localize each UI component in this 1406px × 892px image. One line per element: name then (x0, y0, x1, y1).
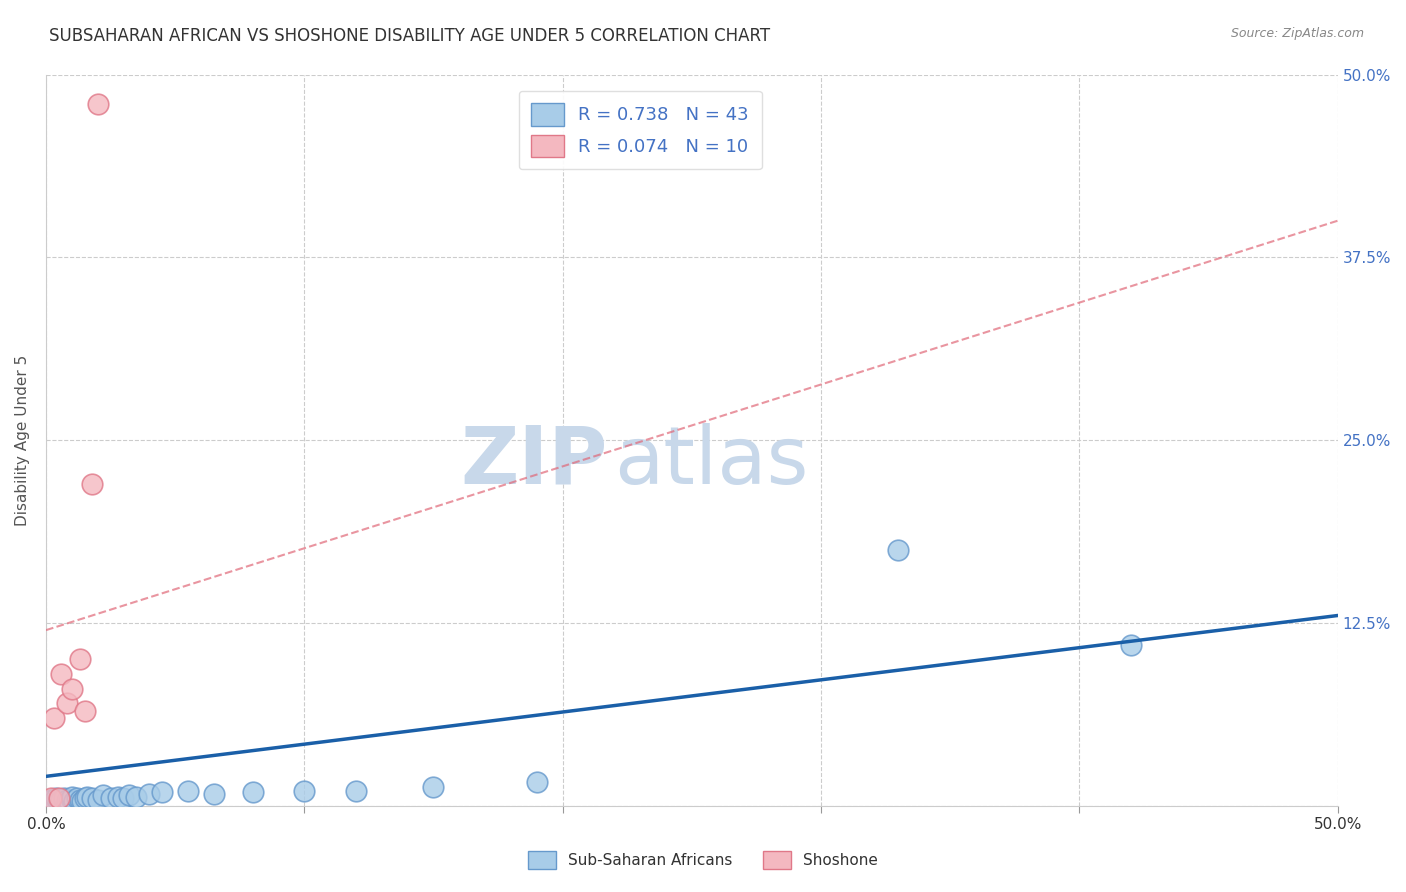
Point (42, 711, 65, 725)
Point (48, 796, 70, 810)
Point (51, 793, 73, 807)
Point (76, 789, 98, 804)
Point (82, 791, 104, 805)
Text: ZIP: ZIP (461, 423, 607, 501)
Point (38, 794, 60, 808)
Point (82, 477, 104, 491)
Text: atlas: atlas (614, 423, 808, 501)
Point (292, 784, 315, 798)
Point (887, 542, 910, 557)
Point (344, 784, 367, 798)
Point (526, 775, 548, 789)
Point (48, 794, 70, 808)
Point (63, 794, 86, 808)
Point (73, 791, 96, 805)
Point (55, 696, 77, 710)
Point (73, 704, 96, 718)
Point (107, 789, 129, 804)
Point (422, 780, 444, 794)
Text: Source: ZipAtlas.com: Source: ZipAtlas.com (1230, 27, 1364, 40)
Point (39, 796, 62, 810)
Point (39, 791, 62, 805)
Legend: Sub-Saharan Africans, Shoshone: Sub-Saharan Africans, Shoshone (522, 845, 884, 875)
Y-axis label: Disability Age Under 5: Disability Age Under 5 (15, 354, 30, 525)
Point (55, 796, 77, 810)
Point (117, 789, 139, 803)
Point (138, 787, 160, 801)
Point (53, 791, 76, 805)
Point (86, 96, 108, 111)
Point (69, 793, 91, 807)
Point (60, 793, 83, 807)
Point (42, 797, 65, 811)
Point (112, 791, 135, 805)
Point (58, 794, 80, 808)
Point (39, 793, 62, 807)
Point (91, 789, 114, 803)
Point (51, 794, 73, 808)
Point (45, 796, 67, 810)
Point (66, 791, 89, 805)
Point (150, 785, 173, 799)
Point (70, 794, 93, 808)
Point (100, 791, 122, 805)
Point (86, 793, 108, 807)
Point (125, 789, 148, 804)
Point (55, 793, 77, 807)
Point (48, 791, 70, 805)
Point (242, 785, 264, 799)
Point (53, 794, 76, 808)
Point (1119, 638, 1142, 652)
Point (51, 667, 73, 681)
Point (42, 794, 65, 808)
Point (177, 784, 200, 798)
Point (60, 789, 83, 804)
Point (60, 681, 83, 696)
Text: SUBSAHARAN AFRICAN VS SHOSHONE DISABILITY AGE UNDER 5 CORRELATION CHART: SUBSAHARAN AFRICAN VS SHOSHONE DISABILIT… (49, 27, 770, 45)
Point (202, 787, 225, 801)
Legend: R = 0.738   N = 43, R = 0.074   N = 10: R = 0.738 N = 43, R = 0.074 N = 10 (519, 91, 762, 169)
Point (69, 652, 91, 666)
Point (45, 791, 67, 805)
